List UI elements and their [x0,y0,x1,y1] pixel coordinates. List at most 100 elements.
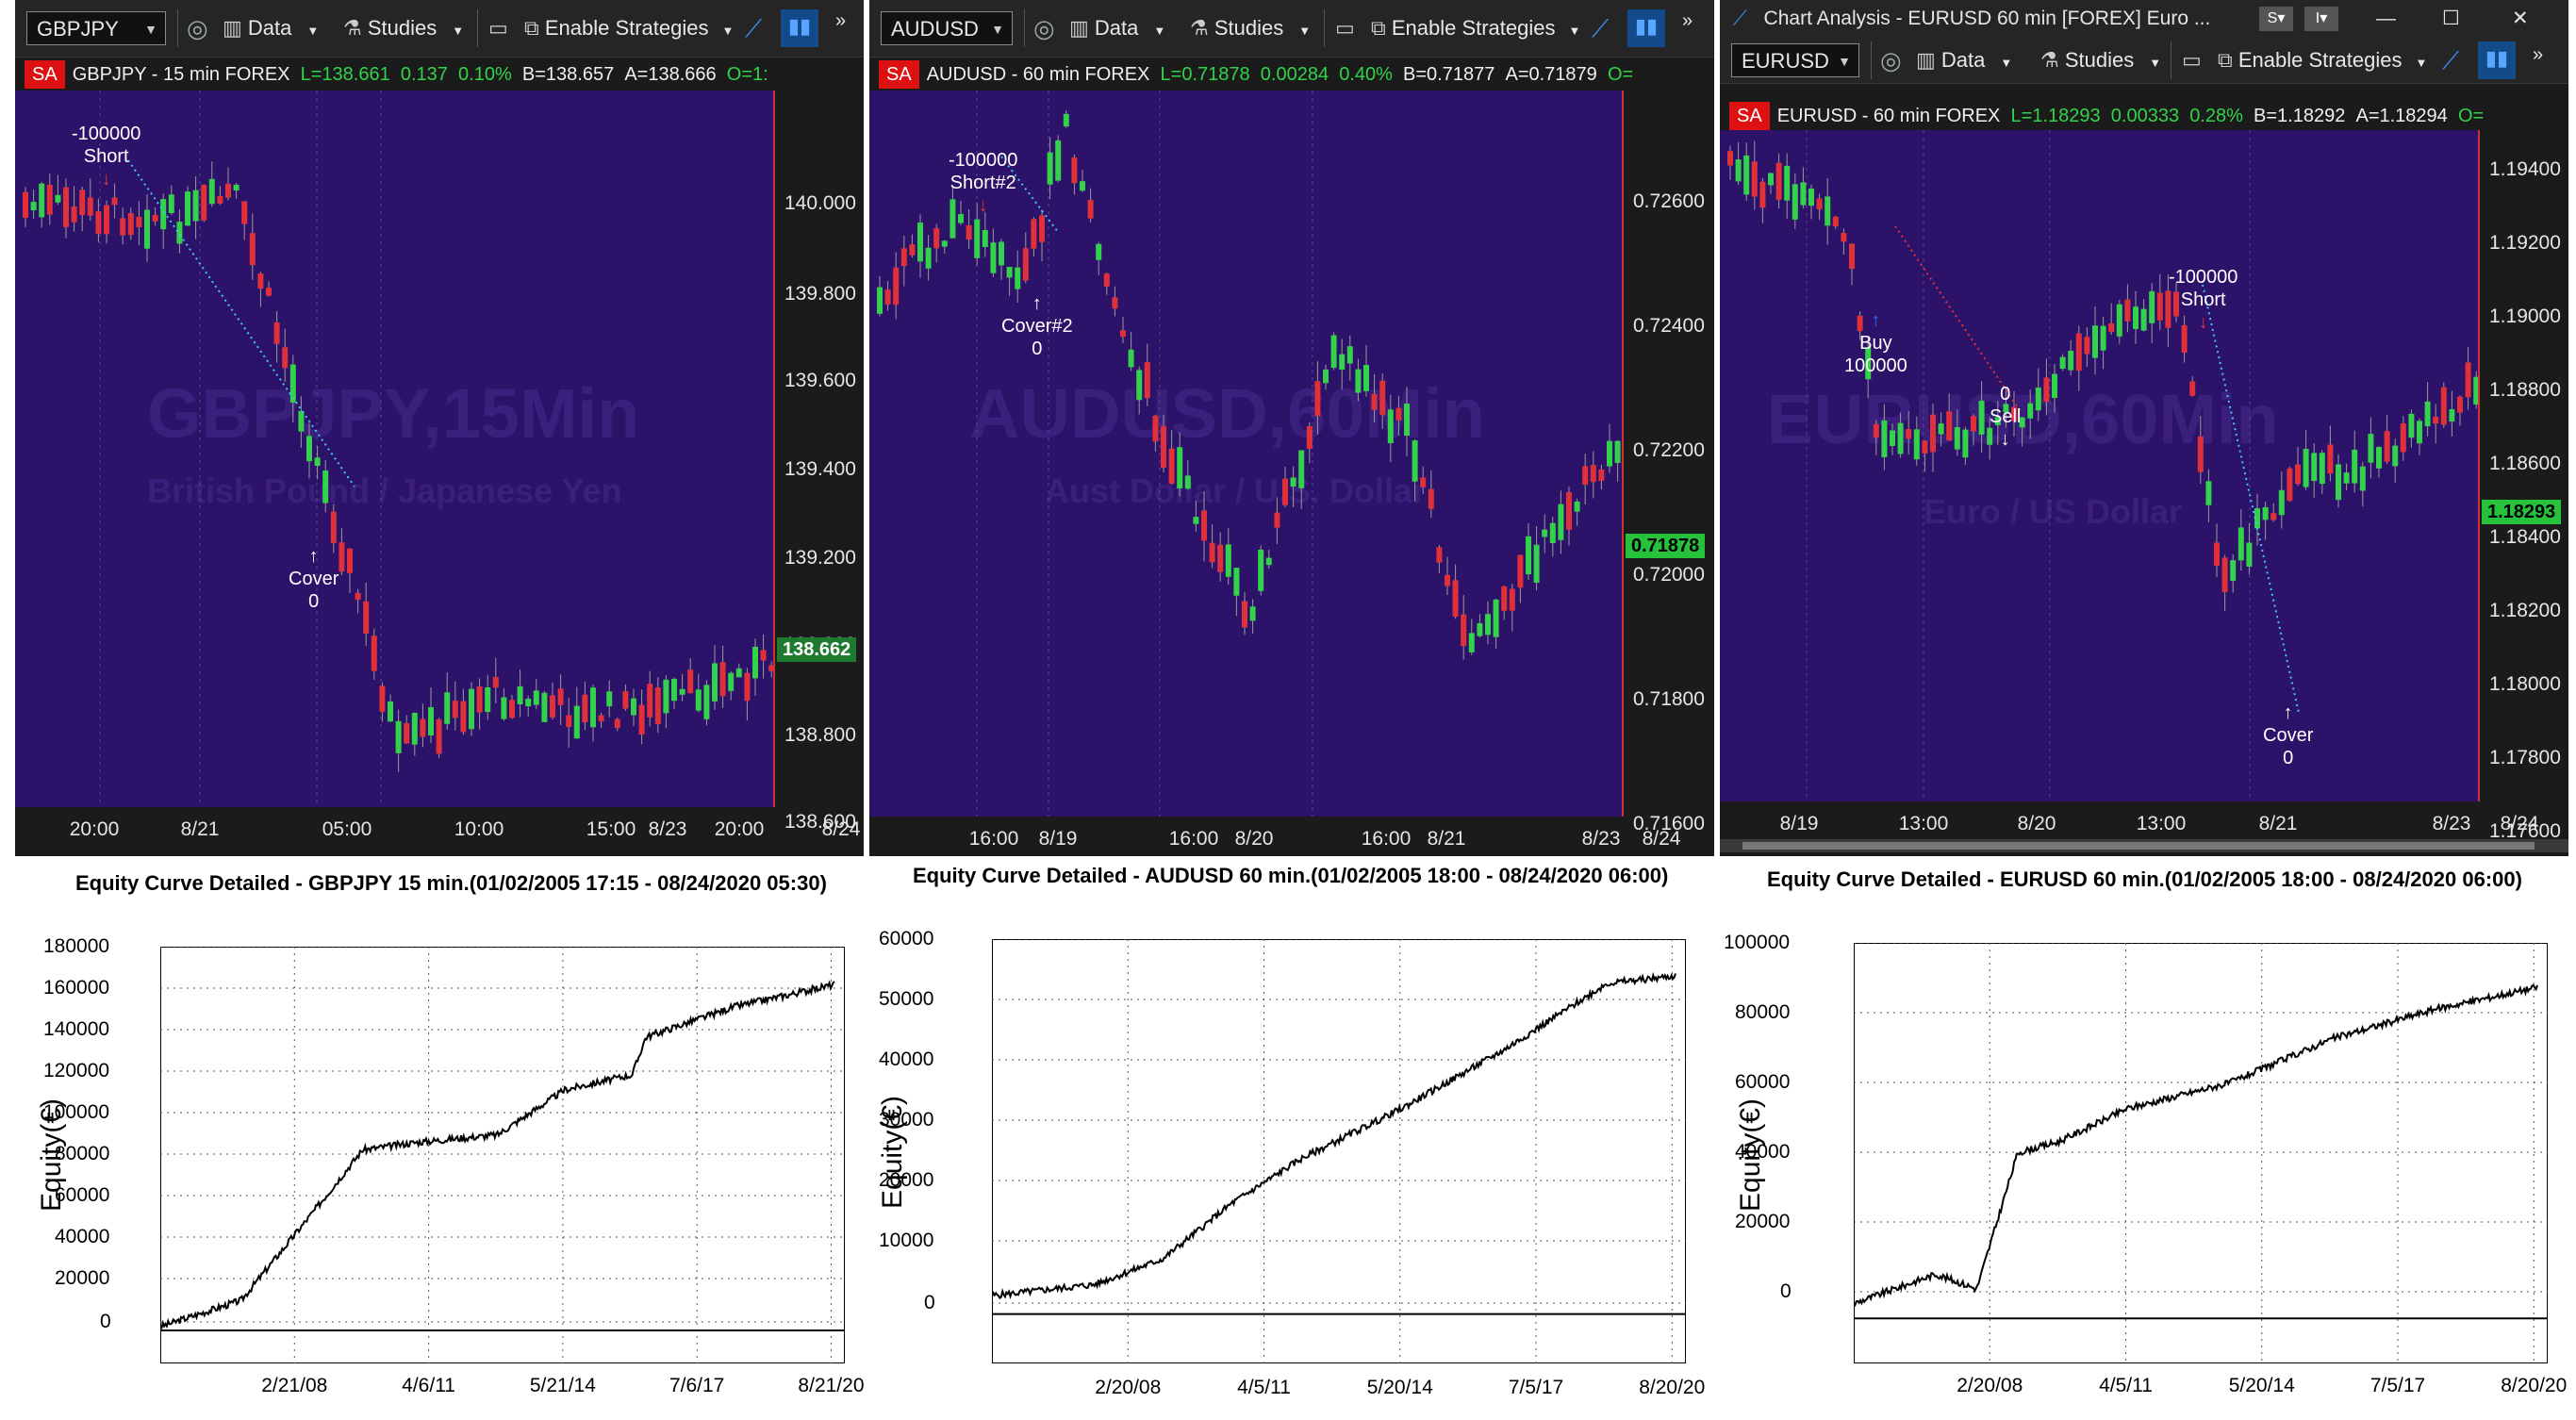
price-plot-area[interactable]: AUDUSD,60Min Aust Dollar / U.S. Dollar -… [869,91,1622,817]
enable-strategies-menu[interactable]: ⧉ Enable Strategies ▼ [2218,43,2427,77]
watermark-description: Euro / US Dollar [1924,492,2183,531]
equity-ytick-label: 0 [100,1311,111,1332]
equity-ytick-label: 20000 [55,1267,110,1289]
price-axis[interactable]: 1.19400 1.19200 1.19000 1.18800 1.18600 1.184… [2478,130,2568,842]
candle-body [371,636,377,671]
candle-body [39,183,45,218]
data-menu[interactable]: ▥ Data ▼ [1916,43,2012,77]
link-icon[interactable]: ◎ [1880,46,1902,74]
candle-chart-icon[interactable]: ▮▮ [1627,9,1665,47]
candle-chart-icon[interactable]: ▮▮ [781,9,818,47]
annotation-line: Sell [1990,406,2022,427]
candle-body [1526,536,1531,575]
scrollbar-thumb[interactable] [1742,842,2535,850]
candle-body [1404,403,1410,437]
candle-body [999,241,1004,266]
candle-body [469,688,474,730]
candle-body [1087,200,1094,219]
studies-menu[interactable]: ⚗ Studies ▼ [343,11,464,45]
candle-body [2197,436,2204,472]
sa-badge[interactable]: SA [879,60,919,89]
window-icon[interactable]: ▭ [488,16,508,40]
price-plot-area[interactable]: EURUSD,60Min Euro / US Dollar ↑ Buy 1000… [1720,130,2478,801]
equity-ytick-label: 40000 [1735,1141,1791,1163]
minimize-icon[interactable]: — [2376,8,2396,29]
time-axis[interactable]: 20:00 8/21 05:00 10:00 15:00 8/23 20:00 8/24 [15,807,860,856]
candle-body [1217,544,1224,572]
symbol-selector[interactable]: AUDUSD ▼ [881,11,1013,45]
candle-body [185,191,190,226]
studies-menu[interactable]: ⚗ Studies ▼ [1190,11,1311,45]
candle-body [1161,425,1166,469]
equity-title: Equity Curve Detailed - EURUSD 60 min.(0… [1767,867,2522,891]
maximize-icon[interactable]: ☐ [2442,8,2460,29]
candle-body [1445,574,1450,586]
window-icon[interactable]: ▭ [1335,16,1355,40]
line-chart-icon[interactable]: ⟋ [2442,46,2460,74]
equity-title: Equity Curve Detailed - GBPJPY 15 min.(0… [75,871,827,895]
overflow-chevron-icon[interactable]: » [835,10,847,31]
candle-body [1558,504,1564,540]
candle-body [282,347,289,369]
price-axis[interactable]: 0.72600 0.72400 0.72200 0.72000 0.71800 0.716… [1622,91,1714,834]
candle-body [2311,453,2318,482]
candle-body [1103,272,1110,287]
candle-body [752,646,758,679]
price-tick-label: 139.800 [784,283,856,305]
price-plot-area[interactable]: GBPJPY,15Min British Pound / Japanese Ye… [15,91,773,807]
candle-body [2433,416,2439,424]
candle-body [420,718,426,737]
window-icon[interactable]: ▭ [2182,48,2202,72]
candle-body [1775,162,1782,200]
s-button[interactable]: S▾ [2259,7,2293,31]
enable-strategies-menu[interactable]: ⧉ Enable Strategies ▼ [1371,11,1580,45]
enable-strategies-menu[interactable]: ⧉ Enable Strategies ▼ [524,11,734,45]
candle-body [144,209,150,249]
studies-menu-label: Studies [2064,48,2135,72]
time-axis[interactable]: 8/19 13:00 8/20 13:00 8/21 8/23 8/24 [1720,801,2538,839]
candle-body [1509,588,1515,611]
toolbar-divider [1324,9,1325,47]
price-tick-label: 0.72200 [1633,439,1705,461]
link-icon[interactable]: ◎ [1033,14,1055,42]
studies-menu[interactable]: ⚗ Studies ▼ [2040,43,2161,77]
data-menu[interactable]: ▥ Data ▼ [1069,11,1165,45]
enable-strategies-label: Enable Strategies [544,16,709,40]
equity-xtick-label: 5/21/14 [529,1375,596,1396]
price-axis[interactable]: 140.000139.800139.600139.400139.200139.0… [773,91,864,833]
net-change: 0.00284 [1260,64,1329,85]
data-menu[interactable]: ▥ Data ▼ [223,11,319,45]
close-icon[interactable]: ✕ [2512,8,2529,29]
candle-body [1096,243,1102,260]
i-button[interactable]: I▾ [2304,7,2338,31]
line-chart-icon[interactable]: ⟋ [745,14,763,42]
symbol-selector[interactable]: EURUSD ▼ [1731,43,1859,77]
candle-body [460,701,467,733]
chevron-down-icon: ▼ [1153,24,1166,38]
candle-body [1080,181,1085,191]
overflow-chevron-icon[interactable]: » [1682,10,1693,31]
link-icon[interactable]: ◎ [187,14,208,42]
horizontal-scrollbar[interactable] [1720,839,2568,852]
candle-body [192,190,199,222]
candle-body [1428,488,1434,509]
sa-badge[interactable]: SA [1729,102,1770,130]
candle-body [1184,475,1191,489]
symbol-selector[interactable]: GBPJPY ▼ [26,11,166,45]
candle-body [2116,304,2122,337]
chevron-down-icon: ▼ [1838,54,1851,69]
candle-chart-icon[interactable]: ▮▮ [2478,41,2516,79]
candle-body [2295,464,2301,485]
time-axis[interactable]: 16:00 8/19 16:00 8/20 16:00 8/21 8/23 8/24 [869,817,1680,856]
candle-body [2221,557,2228,592]
price-tick-label: 0.72600 [1633,190,1705,212]
candle-body [2156,292,2163,321]
candle-body [314,457,321,467]
candle-body [1857,315,1863,332]
line-chart-icon[interactable]: ⟋ [1592,14,1610,42]
sa-badge[interactable]: SA [25,60,65,89]
candle-body [355,592,361,601]
candle-body [257,272,264,289]
candle-body [1031,219,1037,249]
overflow-chevron-icon[interactable]: » [2533,44,2544,65]
